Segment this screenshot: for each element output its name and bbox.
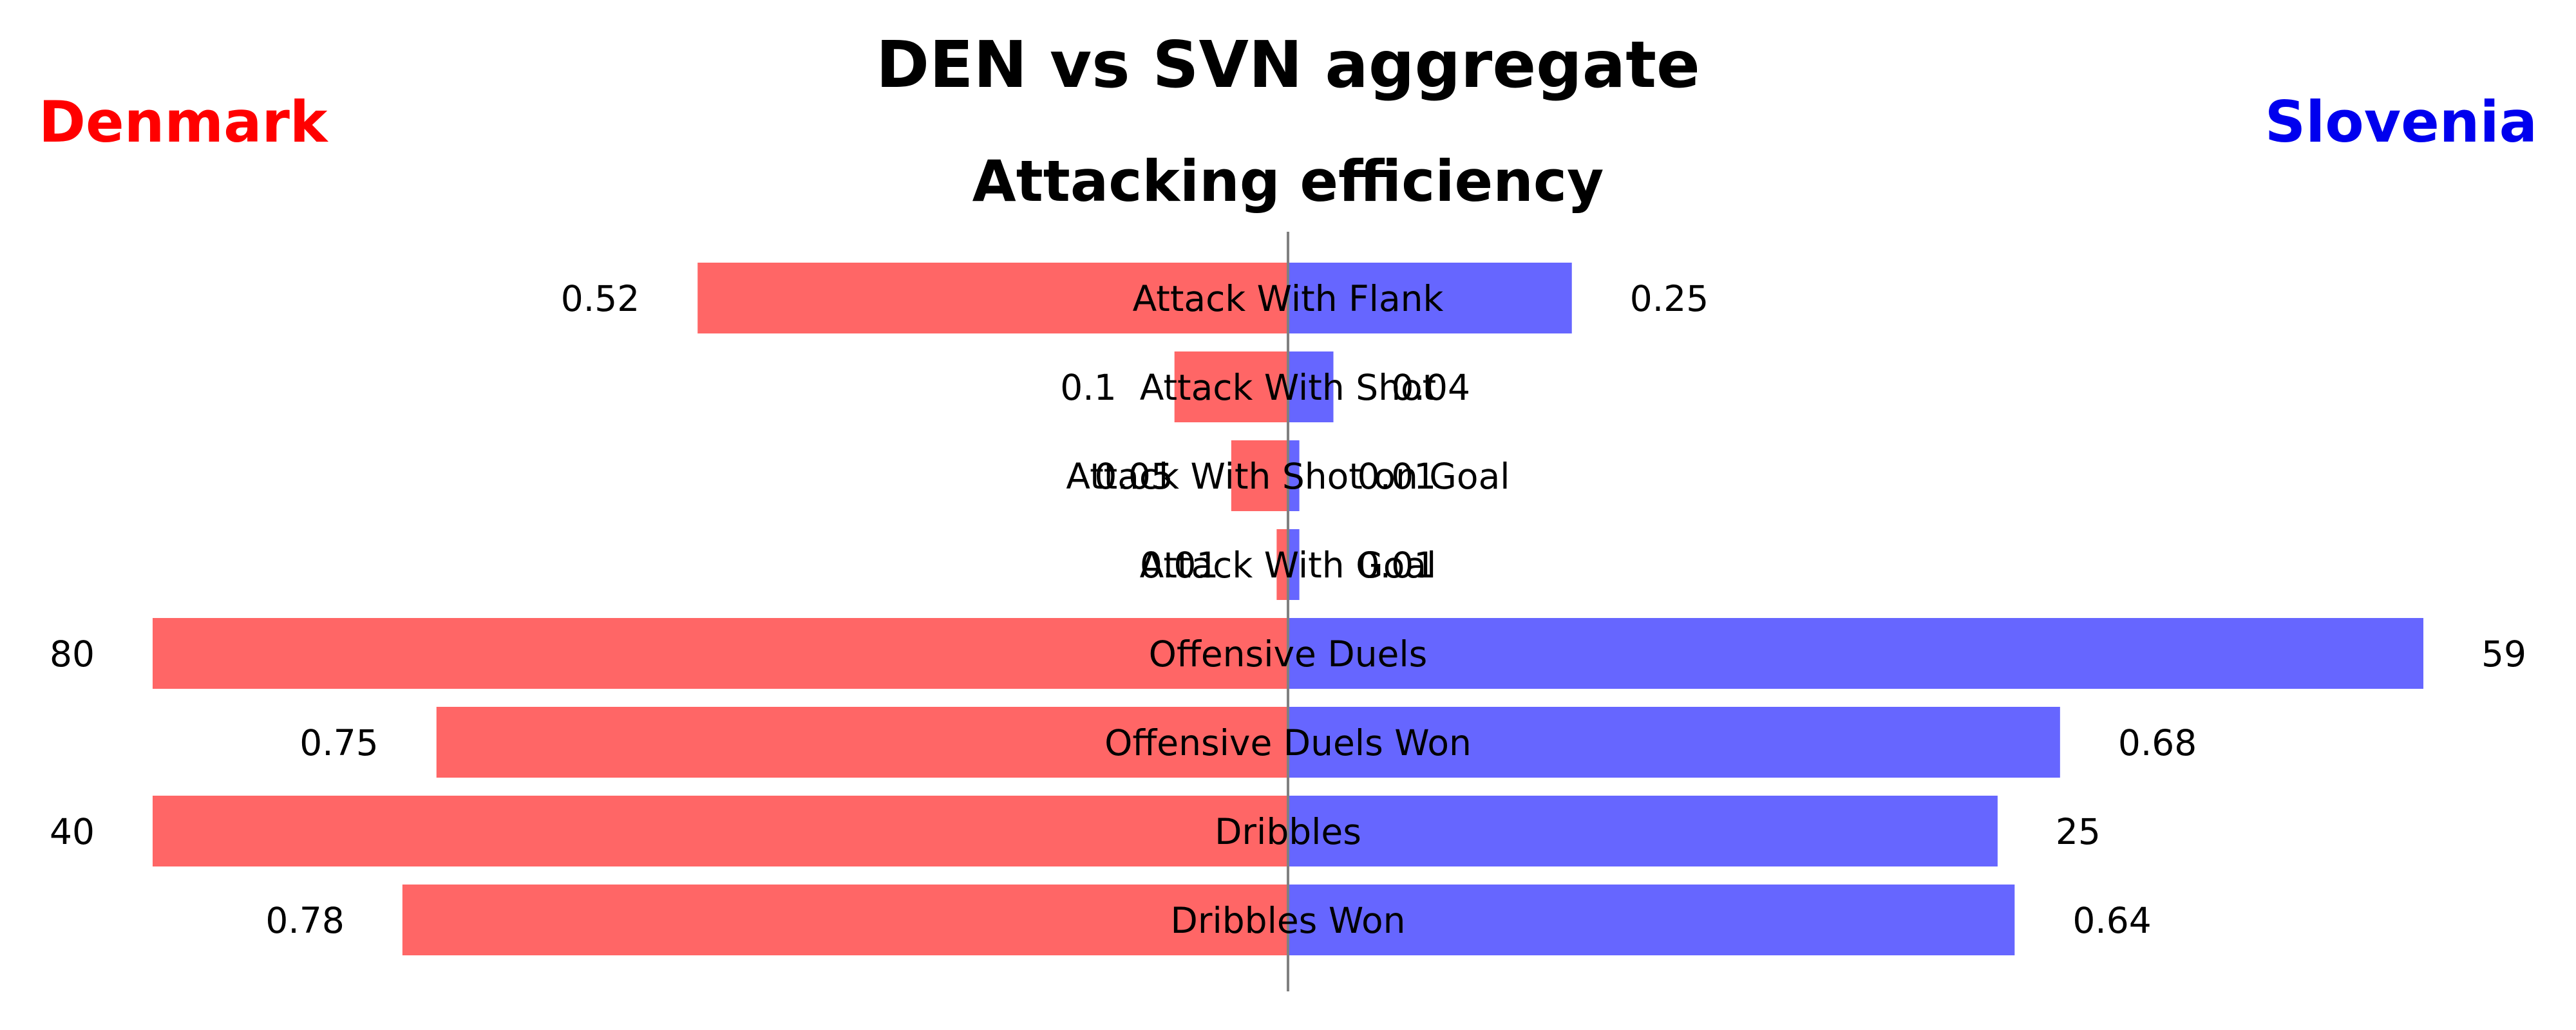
value-label-denmark-offensive-duels: 80 bbox=[50, 633, 95, 675]
category-label-offensive-duels-won: Offensive Duels Won bbox=[1104, 722, 1472, 763]
chart-subtitle: Attacking efficiency bbox=[972, 148, 1604, 214]
bar-slovenia-dribbles-won bbox=[1288, 885, 2015, 955]
value-label-slovenia-dribbles-won: 0.64 bbox=[2072, 900, 2151, 941]
category-label-attack-with-flank: Attack With Flank bbox=[1133, 278, 1444, 319]
bar-denmark-attack-with-goal bbox=[1276, 529, 1288, 600]
bar-denmark-dribbles bbox=[153, 796, 1288, 866]
bar-slovenia-attack-with-shot-on-goal bbox=[1288, 440, 1300, 511]
category-label-dribbles: Dribbles bbox=[1215, 811, 1361, 852]
bar-denmark-attack-with-shot-on-goal bbox=[1231, 440, 1288, 511]
value-label-slovenia-offensive-duels-won: 0.68 bbox=[2118, 722, 2197, 763]
value-label-denmark-dribbles-won: 0.78 bbox=[265, 900, 344, 941]
bar-slovenia-offensive-duels-won bbox=[1288, 707, 2060, 778]
category-label-attack-with-goal: Attack With Goal bbox=[1140, 545, 1437, 586]
value-label-denmark-attack-with-goal: 0.01 bbox=[1140, 545, 1218, 586]
category-label-attack-with-shot: Attack With Shot bbox=[1140, 367, 1436, 408]
value-label-denmark-dribbles: 40 bbox=[50, 811, 95, 852]
bar-denmark-dribbles-won bbox=[402, 885, 1288, 955]
value-label-denmark-attack-with-shot: 0.1 bbox=[1060, 367, 1116, 408]
chart-title: DEN vs SVN aggregate bbox=[876, 27, 1700, 102]
bars-layer bbox=[153, 263, 2423, 955]
bar-slovenia-attack-with-flank bbox=[1288, 263, 1572, 333]
category-label-offensive-duels: Offensive Duels bbox=[1149, 633, 1428, 675]
bar-denmark-offensive-duels-won bbox=[436, 707, 1288, 778]
bar-slovenia-attack-with-shot bbox=[1288, 351, 1334, 422]
value-label-denmark-attack-with-shot-on-goal: 0.05 bbox=[1094, 456, 1173, 497]
category-label-dribbles-won: Dribbles Won bbox=[1171, 900, 1406, 941]
value-label-slovenia-offensive-duels: 59 bbox=[2481, 633, 2526, 675]
value-label-slovenia-attack-with-shot-on-goal: 0.01 bbox=[1358, 456, 1436, 497]
value-label-slovenia-dribbles: 25 bbox=[2056, 811, 2101, 852]
value-label-denmark-attack-with-flank: 0.52 bbox=[561, 278, 639, 319]
team-label-denmark: Denmark bbox=[39, 89, 329, 155]
bar-slovenia-attack-with-goal bbox=[1288, 529, 1300, 600]
category-label-attack-with-shot-on-goal: Attack With Shot on Goal bbox=[1066, 456, 1510, 497]
bar-slovenia-dribbles bbox=[1288, 796, 1998, 866]
bar-denmark-offensive-duels bbox=[153, 618, 1288, 689]
value-label-slovenia-attack-with-goal: 0.01 bbox=[1358, 545, 1436, 586]
bar-slovenia-offensive-duels bbox=[1288, 618, 2423, 689]
bar-denmark-attack-with-shot bbox=[1174, 351, 1288, 422]
bar-denmark-attack-with-flank bbox=[697, 263, 1288, 333]
value-label-slovenia-attack-with-shot: 0.04 bbox=[1392, 367, 1470, 408]
team-label-slovenia: Slovenia bbox=[2265, 89, 2537, 155]
labels-layer: Attack With Flank 0.52 0.25 Attack With Sho… bbox=[50, 278, 2526, 941]
value-label-slovenia-attack-with-flank: 0.25 bbox=[1630, 278, 1709, 319]
value-label-denmark-offensive-duels-won: 0.75 bbox=[299, 722, 378, 763]
